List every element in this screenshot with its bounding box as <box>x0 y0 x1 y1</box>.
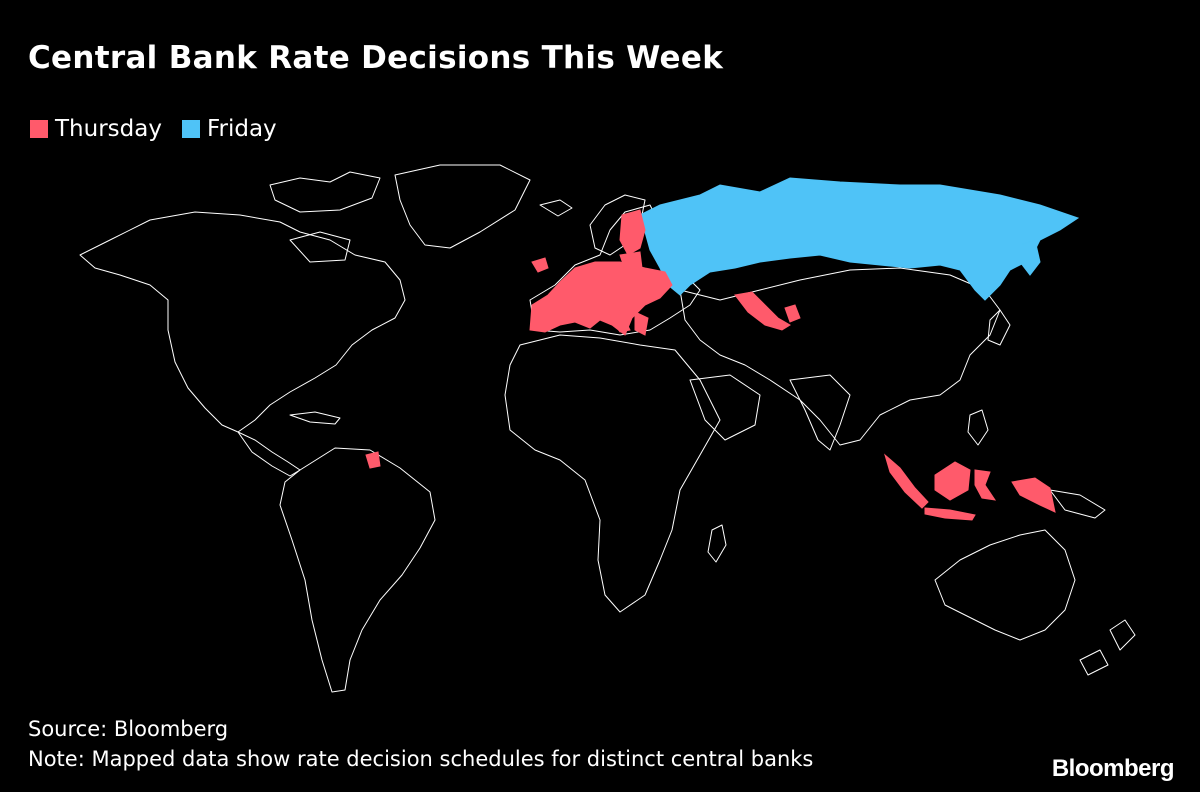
legend: Thursday Friday <box>30 116 297 142</box>
north-america-outline <box>79 211 406 433</box>
ireland-uk-region <box>531 257 549 273</box>
chart-title: Central Bank Rate Decisions This Week <box>28 40 724 76</box>
greece-region <box>634 311 649 336</box>
africa-outline <box>504 334 721 613</box>
borneo-region <box>934 461 971 501</box>
arabia-outline <box>689 374 761 441</box>
greenland-outline <box>394 164 531 249</box>
footer: Source: Bloomberg Note: Mapped data show… <box>28 714 813 774</box>
land-outlines <box>79 164 1136 693</box>
finland-region <box>619 209 646 256</box>
note-text: Note: Mapped data show rate decision sch… <box>28 747 814 771</box>
madagascar-outline <box>707 524 727 563</box>
tajikistan-region <box>784 304 801 323</box>
japan-outline <box>987 309 1011 346</box>
baltics-region <box>619 251 643 271</box>
new-guinea-outline <box>1049 489 1106 519</box>
french-guiana-region <box>365 451 381 469</box>
uzbekistan-region <box>734 291 791 331</box>
world-map-svg <box>79 164 1136 693</box>
legend-item-friday: Friday <box>181 116 277 142</box>
sumatra-region <box>884 453 929 509</box>
world-map <box>0 150 1200 710</box>
arctic-islands-outline-2 <box>289 231 351 263</box>
asia-outline <box>679 267 1001 446</box>
south-america-outline <box>279 447 436 693</box>
friday-regions <box>639 177 1080 301</box>
philippines-outline <box>967 409 989 446</box>
india-outline <box>789 374 851 451</box>
arctic-islands-outline <box>269 171 381 213</box>
legend-label-friday: Friday <box>206 116 277 142</box>
java-region <box>924 507 976 521</box>
legend-label-thursday: Thursday <box>55 116 162 142</box>
caribbean-outline <box>289 411 341 425</box>
bloomberg-logo: Bloomberg <box>1051 755 1175 782</box>
new-zealand-outline-2 <box>1079 649 1109 676</box>
italy-greece-region <box>607 298 631 333</box>
russia-region <box>639 177 1080 301</box>
australia-outline <box>934 529 1076 641</box>
central-america-outline <box>237 431 301 477</box>
iceland-outline <box>539 199 573 217</box>
kamchatka-region <box>1019 239 1041 276</box>
legend-swatch-friday <box>181 120 200 138</box>
legend-item-thursday: Thursday <box>30 116 162 142</box>
new-zealand-outline <box>1109 619 1136 651</box>
source-text: Source: Bloomberg <box>28 717 229 741</box>
sulawesi-region <box>974 469 997 501</box>
thursday-regions <box>365 209 1056 521</box>
europe-thursday-region <box>529 261 673 336</box>
papua-region <box>1011 477 1056 513</box>
legend-swatch-thursday <box>30 120 48 138</box>
